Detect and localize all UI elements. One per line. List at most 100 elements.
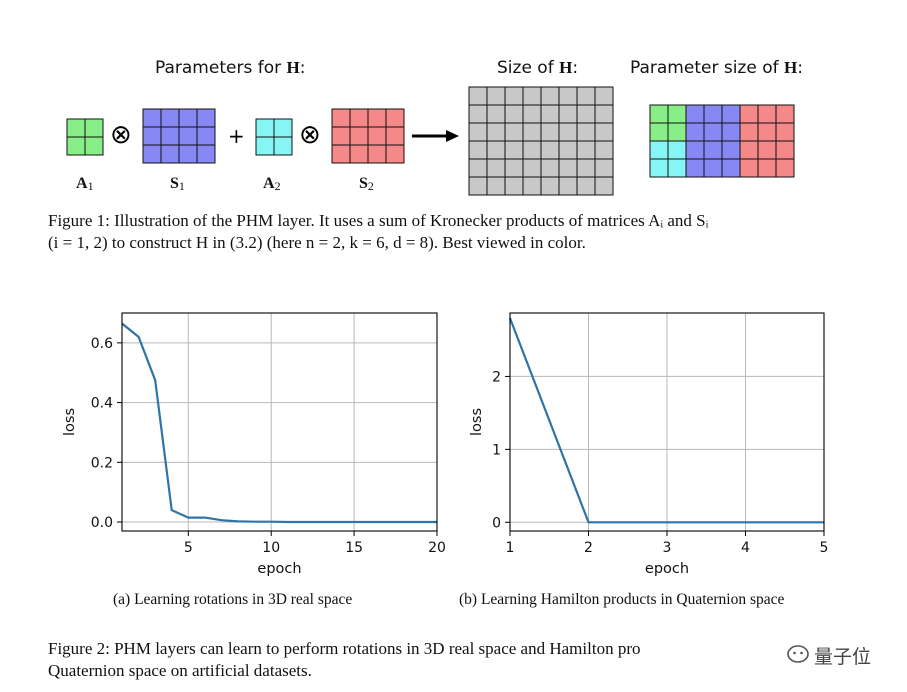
y-tick-label: 0.0 [91, 515, 113, 531]
arrow-icon [412, 130, 459, 142]
matrix-parameter-size-cell [667, 122, 687, 142]
matrix-a2-cell [273, 118, 293, 138]
matrix-s2-cell [349, 108, 369, 128]
matrix-h-cell [486, 122, 506, 142]
x-tick-label: 10 [262, 540, 280, 556]
matrix-parameter-size-cell [739, 104, 759, 124]
matrix-h-cell [468, 86, 488, 106]
label-a1-sub: 1 [87, 179, 94, 193]
matrix-h-cell [486, 140, 506, 160]
matrix-h-cell [594, 104, 614, 124]
matrix-a1-cell [84, 118, 104, 138]
matrix-a2-cell [255, 118, 275, 138]
x-tick-label: 5 [184, 540, 193, 556]
matrix-parameter-size [649, 104, 795, 178]
matrix-h-cell [540, 104, 560, 124]
matrix-s1-cell [160, 144, 180, 164]
matrix-parameter-size-cell [757, 158, 777, 178]
matrix-parameter-size-cell [775, 104, 795, 124]
size-header: Size of H: [497, 58, 578, 78]
matrix-h-cell [576, 158, 596, 178]
matrix-s1-cell [178, 126, 198, 146]
label-a2-letter: A [263, 175, 275, 192]
matrix-s2 [331, 108, 405, 164]
y-tick-label: 1 [492, 442, 501, 458]
matrix-s2-cell [385, 108, 405, 128]
matrix-parameter-size-cell [775, 158, 795, 178]
matrix-a2-cell [255, 136, 275, 156]
figure2-caption: Figure 2: PHM layers can learn to perfor… [48, 638, 640, 682]
matrix-parameter-size-cell [649, 104, 669, 124]
matrix-parameter-size-cell [667, 158, 687, 178]
matrix-a2-cell [273, 136, 293, 156]
parameters-header: Parameters for H: [155, 58, 305, 78]
y-tick-label: 0.2 [91, 455, 113, 471]
matrix-parameter-size-cell [703, 104, 723, 124]
x-tick-label: 5 [820, 540, 829, 556]
phm-illustration [66, 86, 795, 196]
figure1-caption-line2: (i = 1, 2) to construct H in (3.2) (here… [48, 233, 586, 252]
matrix-h-cell [576, 140, 596, 160]
matrix-h-cell [558, 176, 578, 196]
label-a2: A2 [263, 175, 281, 194]
plus-symbol: + [228, 124, 245, 148]
matrix-h-cell [486, 176, 506, 196]
matrix-h-cell [522, 86, 542, 106]
matrix-a1 [66, 118, 104, 156]
size-header-text: Size of [497, 58, 560, 78]
label-s1-letter: S [170, 175, 179, 192]
subcaption-b: (b) Learning Hamilton products in Quater… [459, 591, 785, 608]
matrix-h-cell [522, 140, 542, 160]
matrix-h-cell [468, 140, 488, 160]
subcaption-a: (a) Learning rotations in 3D real space [113, 591, 353, 608]
x-tick-label: 4 [741, 540, 750, 556]
matrix-h-cell [594, 122, 614, 142]
matrix-s2-cell [349, 126, 369, 146]
parameter-size-header-h: H [784, 58, 798, 77]
matrix-s1-cell [178, 144, 198, 164]
matrix-h-cell [486, 158, 506, 178]
matrix-s1-cell [142, 126, 162, 146]
matrix-a1-cell [84, 136, 104, 156]
label-a2-sub: 2 [274, 179, 281, 193]
matrix-h-cell [558, 104, 578, 124]
matrix-a1-cell [66, 118, 86, 138]
matrix-parameter-size-cell [685, 122, 705, 142]
matrix-parameter-size-cell [703, 122, 723, 142]
matrix-s2-cell [385, 144, 405, 164]
matrix-s2-cell [367, 144, 387, 164]
x-axis-label: epoch [257, 561, 301, 577]
matrix-parameter-size-cell [649, 158, 669, 178]
matrix-h-cell [576, 122, 596, 142]
matrix-a2 [255, 118, 293, 156]
matrix-s1-cell [160, 126, 180, 146]
matrix-h-cell [540, 176, 560, 196]
matrix-parameter-size-cell [721, 158, 741, 178]
matrix-h-cell [576, 104, 596, 124]
matrix-h-cell [504, 176, 524, 196]
matrix-s2-cell [331, 108, 351, 128]
matrix-s1-cell [142, 108, 162, 128]
matrix-h-cell [558, 86, 578, 106]
matrix-s1-cell [196, 144, 216, 164]
y-axis-label: loss [469, 408, 485, 436]
matrix-parameter-size-cell [667, 104, 687, 124]
watermark-text: 量子位 [814, 646, 872, 668]
matrix-h-cell [594, 158, 614, 178]
matrix-s1-cell [196, 108, 216, 128]
matrix-parameter-size-cell [685, 104, 705, 124]
matrix-h-cell [504, 122, 524, 142]
matrix-h-cell [504, 158, 524, 178]
label-s2-letter: S [359, 175, 368, 192]
matrix-h-cell [504, 104, 524, 124]
matrix-parameter-size-cell [703, 158, 723, 178]
parameters-header-text: Parameters for [155, 58, 287, 78]
matrix-parameter-size-cell [721, 140, 741, 160]
matrix-parameter-size-cell [757, 122, 777, 142]
figure2-caption-line1: Figure 2: PHM layers can learn to perfor… [48, 639, 641, 658]
matrix-h-cell [468, 104, 488, 124]
matrix-h-cell [594, 86, 614, 106]
matrix-h-cell [504, 140, 524, 160]
matrix-h-cell [594, 176, 614, 196]
label-s1: S1 [170, 175, 185, 194]
